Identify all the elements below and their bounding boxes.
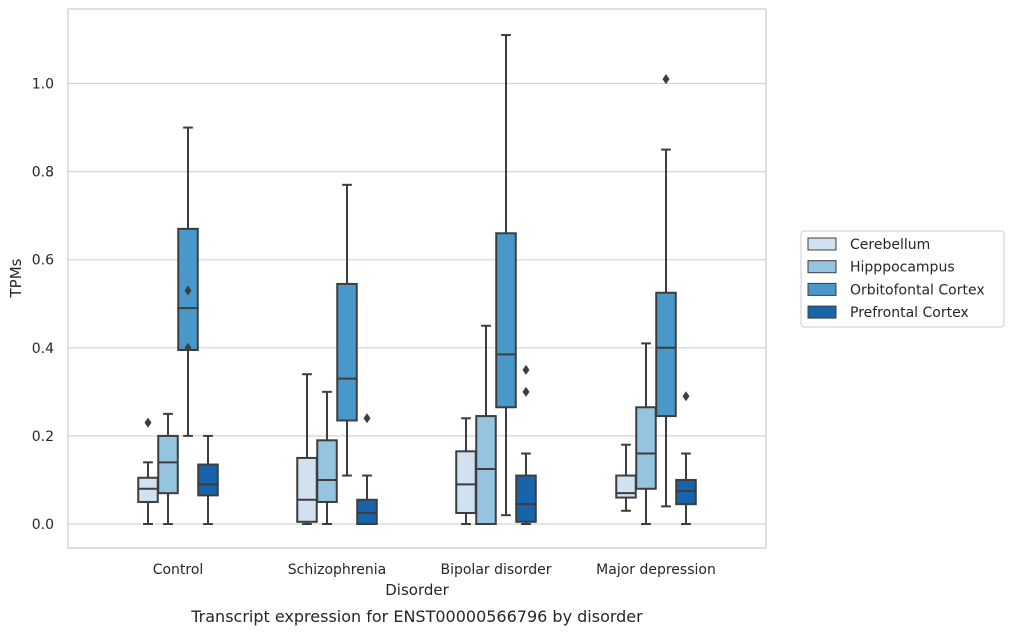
box-mark (157, 412, 179, 525)
box-mark (316, 390, 338, 525)
outlier-point (363, 413, 371, 424)
box-iqr (515, 474, 537, 523)
legend-item: Orbitofontal Cortex (807, 282, 985, 298)
series-0 (137, 373, 637, 525)
legend-frame (800, 230, 1005, 328)
box-iqr (336, 282, 358, 422)
box-iqr (157, 434, 179, 495)
chart-caption: Transcript expression for ENST0000056679… (190, 607, 643, 626)
legend-label: Cerebellum (850, 237, 930, 253)
x-tick-label: Bipolar disorder (440, 562, 551, 578)
box-mark (635, 342, 657, 525)
box-iqr (197, 463, 219, 497)
box-iqr (137, 476, 159, 503)
box-mark (655, 74, 677, 508)
outlier-point (522, 386, 530, 397)
y-tick-label: 0.6 (32, 253, 54, 269)
x-axis-label: Disorder (385, 581, 449, 599)
box-iqr (675, 478, 697, 506)
y-tick-label: 0.4 (32, 341, 54, 357)
legend-label: Prefrontal Cortex (850, 305, 969, 321)
box-mark (495, 34, 517, 517)
legend-swatch (807, 282, 837, 296)
box-mark (137, 417, 159, 525)
y-axis-label: TPMs (7, 258, 25, 298)
box-series-group (137, 34, 697, 526)
box-mark (197, 434, 219, 525)
box-mark (475, 324, 497, 526)
legend-item: Prefrontal Cortex (807, 305, 969, 321)
legend-item: Cerebellum (807, 237, 930, 253)
outlier-point (682, 391, 690, 402)
legend-label: Hipppocampus (850, 260, 955, 276)
outlier-point (144, 417, 152, 428)
series-2 (177, 34, 677, 517)
box-iqr (455, 450, 477, 514)
box-mark (515, 364, 537, 525)
x-tick-labels: Control Schizophrenia Bipolar disorder Majo… (153, 562, 716, 578)
legend-swatch (807, 237, 837, 251)
box-iqr (655, 291, 677, 418)
box-iqr (316, 439, 338, 503)
box-iqr (635, 406, 657, 490)
outlier-point (522, 364, 530, 375)
y-tick-label: 0.2 (32, 429, 54, 445)
legend-label: Orbitofontal Cortex (850, 282, 985, 298)
x-tick-label: Control (153, 562, 204, 578)
box-iqr (296, 456, 318, 523)
legend-swatch (807, 305, 837, 319)
box-mark (455, 417, 477, 525)
box-mark (296, 373, 318, 525)
x-tick-label: Major depression (596, 562, 716, 578)
box-mark (177, 126, 199, 437)
y-tick-label: 1.0 (32, 77, 54, 93)
y-tick-label: 0.8 (32, 165, 54, 181)
box-mark (675, 391, 697, 525)
box-mark (356, 413, 378, 525)
series-1 (157, 324, 657, 526)
legend-items: Cerebellum Hipppocampus Orbitofontal Corte… (807, 237, 985, 321)
outlier-point (184, 342, 192, 353)
y-tick-label: 0.0 (32, 517, 54, 533)
y-tick-labels: 0.0 0.2 0.4 0.6 0.8 1.0 (32, 77, 54, 534)
box-iqr (356, 498, 378, 525)
legend-item: Hipppocampus (807, 260, 955, 276)
outlier-point (184, 285, 192, 296)
legend: Cerebellum Hipppocampus Orbitofontal Corte… (800, 230, 1005, 328)
box-iqr (495, 232, 517, 409)
legend-swatch (807, 260, 837, 274)
plot-area-frame (67, 8, 767, 549)
series-3 (197, 364, 697, 525)
box-mark (615, 443, 637, 512)
box-mark (336, 183, 358, 477)
box-iqr (475, 415, 497, 526)
box-iqr (615, 474, 637, 499)
outlier-point (662, 74, 670, 85)
x-tick-label: Schizophrenia (288, 562, 386, 578)
